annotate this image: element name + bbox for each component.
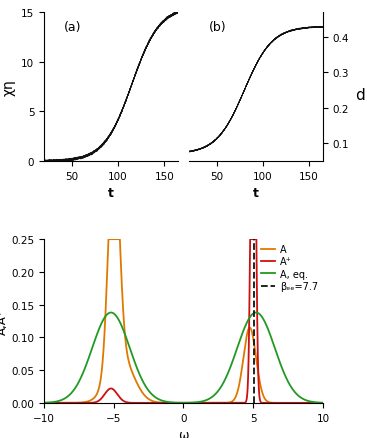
Line: A⁺: A⁺ (44, 240, 323, 403)
A⁺ (148, 400, 153, 406)
Y-axis label: A,A⁺: A,A⁺ (0, 308, 8, 334)
Line: A, eq.: A, eq. (44, 313, 323, 403)
Y-axis label: d: d (355, 88, 365, 102)
A⁺ (42, 400, 46, 406)
A, eq. (149, 391, 153, 396)
Y-axis label: χη: χη (1, 79, 15, 96)
A⁺ (209, 400, 214, 406)
A, eq. (224, 376, 228, 381)
A (250, 331, 254, 336)
A, eq. (181, 400, 186, 406)
A⁺ (92, 400, 97, 405)
Text: (a): (a) (64, 21, 81, 34)
A (271, 400, 276, 406)
A⁺ (250, 237, 254, 242)
A, eq. (92, 338, 97, 343)
A (92, 395, 97, 400)
Text: (b): (b) (209, 21, 226, 34)
A (106, 237, 110, 242)
X-axis label: t: t (108, 187, 114, 200)
Legend: A, A⁺, A, eq., βₑₑ=7.7: A, A⁺, A, eq., βₑₑ=7.7 (261, 244, 318, 292)
A, eq. (109, 310, 113, 315)
A, eq. (271, 342, 276, 347)
A, eq. (209, 395, 214, 400)
Line: A: A (44, 240, 323, 403)
A (223, 400, 228, 406)
A (209, 400, 214, 406)
A⁺ (271, 400, 276, 406)
A⁺ (248, 237, 252, 242)
A, eq. (321, 400, 325, 406)
A (321, 400, 325, 406)
A (42, 400, 46, 406)
A, eq. (42, 400, 46, 406)
X-axis label: ω: ω (178, 428, 189, 438)
X-axis label: t: t (253, 187, 259, 200)
A⁺ (223, 400, 228, 406)
A (149, 398, 153, 403)
A, eq. (250, 312, 254, 317)
A⁺ (321, 400, 325, 406)
